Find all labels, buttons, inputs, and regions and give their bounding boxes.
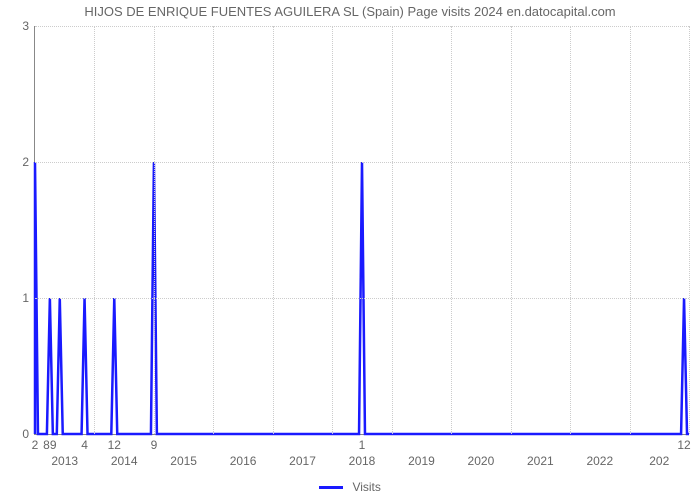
x-value-label: 1 — [359, 434, 366, 452]
x-year-label: 2015 — [170, 434, 197, 468]
x-year-label: 2022 — [586, 434, 613, 468]
x-value-label: 12 — [677, 434, 690, 452]
x-value-label: 89 — [43, 434, 56, 452]
y-tick-label: 1 — [22, 291, 35, 305]
y-tick-label: 3 — [22, 19, 35, 33]
gridline-horizontal — [35, 26, 689, 27]
legend-swatch — [319, 486, 343, 489]
x-year-label: 2017 — [289, 434, 316, 468]
gridline-vertical — [689, 26, 690, 434]
plot-area: 0123201320142015201620172018201920202021… — [34, 26, 689, 435]
x-value-label: 4 — [81, 434, 88, 452]
gridline-vertical — [511, 26, 512, 434]
x-value-label: 9 — [151, 434, 158, 452]
gridline-vertical — [332, 26, 333, 434]
gridline-vertical — [570, 26, 571, 434]
x-year-label: 2020 — [468, 434, 495, 468]
chart-title: HIJOS DE ENRIQUE FUENTES AGUILERA SL (Sp… — [0, 4, 700, 19]
gridline-vertical — [154, 26, 155, 434]
y-tick-label: 2 — [22, 155, 35, 169]
legend-label: Visits — [352, 480, 380, 494]
gridline-vertical — [273, 26, 274, 434]
x-year-label: 202 — [649, 434, 669, 468]
x-year-label: 2021 — [527, 434, 554, 468]
gridline-horizontal — [35, 298, 689, 299]
chart-line-layer — [35, 26, 689, 434]
x-year-label: 2016 — [230, 434, 257, 468]
x-value-label: 2 — [32, 434, 39, 452]
gridline-vertical — [213, 26, 214, 434]
gridline-vertical — [94, 26, 95, 434]
chart-container: HIJOS DE ENRIQUE FUENTES AGUILERA SL (Sp… — [0, 0, 700, 500]
x-year-label: 2019 — [408, 434, 435, 468]
gridline-vertical — [630, 26, 631, 434]
gridline-vertical — [451, 26, 452, 434]
gridline-vertical — [392, 26, 393, 434]
legend: Visits — [0, 479, 700, 494]
gridline-horizontal — [35, 162, 689, 163]
x-value-label: 12 — [108, 434, 121, 452]
